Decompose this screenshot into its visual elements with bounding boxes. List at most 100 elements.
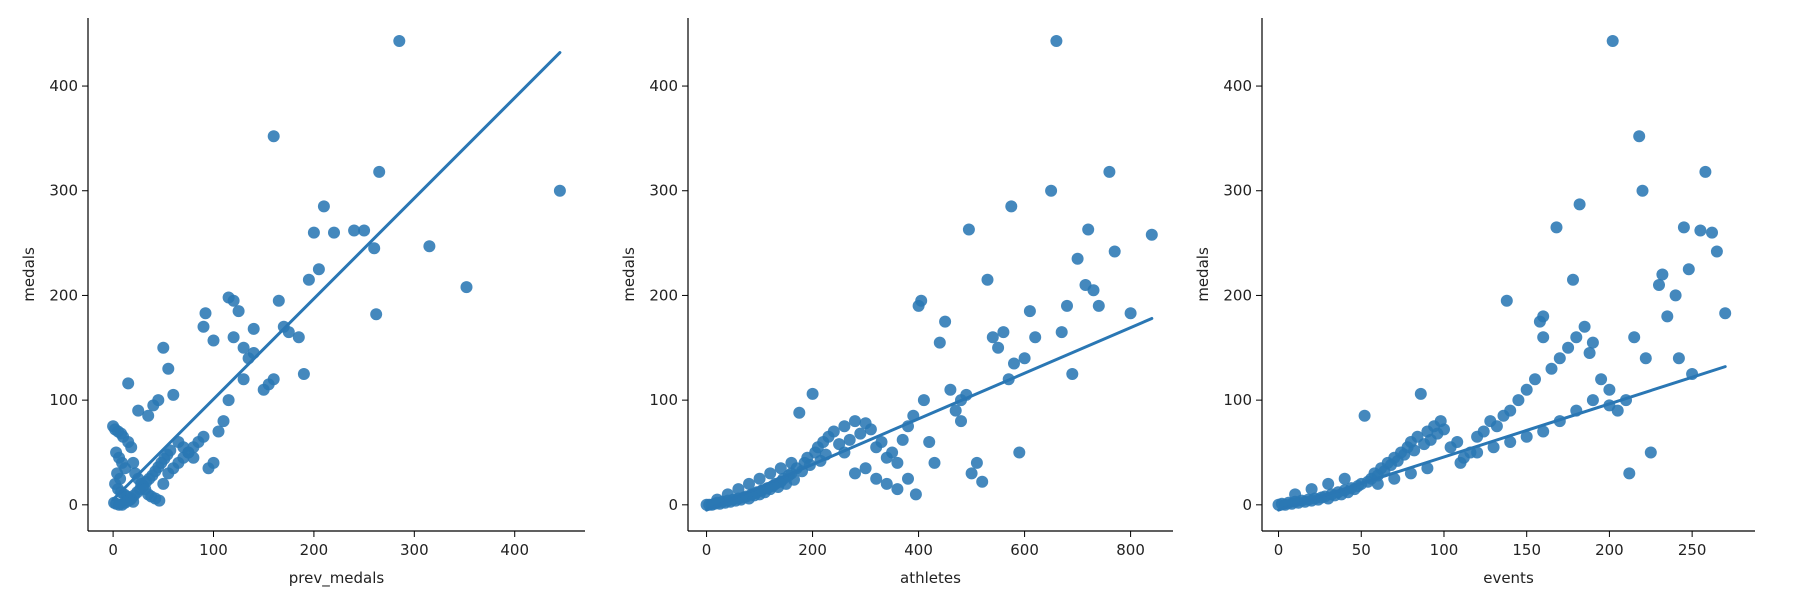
scatter-point	[1512, 394, 1525, 407]
scatter-point	[743, 477, 755, 490]
scatter-point	[122, 377, 135, 390]
scatter-point	[1438, 423, 1450, 436]
scatter-point	[212, 425, 225, 438]
scatter-points	[107, 35, 566, 511]
scatter-point	[153, 494, 166, 507]
scatter-point	[222, 394, 235, 407]
scatter-point	[1583, 347, 1596, 359]
scatter-point	[167, 388, 180, 401]
scatter-point	[328, 226, 340, 239]
scatter-point	[923, 436, 936, 448]
scatter-point	[785, 456, 798, 469]
scatter-point	[1669, 289, 1682, 302]
scatter-point	[962, 223, 975, 236]
x-axis-label: athletes	[900, 569, 961, 587]
scatter-point	[886, 446, 899, 459]
scatter-point	[237, 341, 250, 354]
scatter-point	[1606, 35, 1619, 47]
y-tick-label: 100	[1223, 391, 1252, 409]
scatter-point	[217, 415, 230, 428]
scatter-point	[986, 331, 999, 344]
x-tick-label: 800	[1116, 541, 1145, 559]
scatter-point	[1562, 341, 1575, 354]
scatter-point	[1537, 425, 1550, 438]
scatter-point	[1586, 336, 1599, 349]
scatter-point	[1404, 467, 1417, 480]
scatter-point	[827, 425, 840, 438]
scatter-point	[1710, 245, 1723, 258]
scatter-point	[1414, 387, 1427, 400]
scatter-point	[849, 415, 861, 428]
scatter-point	[152, 394, 165, 407]
scatter-point	[1050, 35, 1063, 47]
scatter-point	[1603, 383, 1616, 396]
scatter-point	[1490, 420, 1503, 433]
scatter-point	[142, 409, 155, 422]
scatter-point	[207, 334, 220, 347]
scatter-point	[1018, 352, 1031, 365]
scatter-point	[312, 263, 325, 276]
scatter-point	[393, 35, 406, 47]
scatter-point	[460, 281, 473, 294]
scatter-point	[970, 456, 983, 469]
scatter-point	[1451, 436, 1464, 448]
x-tick-label: 150	[1512, 541, 1541, 559]
y-tick-label: 400	[649, 77, 678, 95]
scatter-point	[1682, 263, 1695, 276]
scatter-point	[1071, 252, 1084, 265]
scatter-point	[915, 294, 928, 307]
regression-line	[111, 51, 562, 502]
scatter-point	[292, 331, 305, 344]
x-tick-label: 400	[500, 541, 529, 559]
scatter-point	[162, 362, 175, 375]
scatter-point	[207, 456, 220, 469]
scatter-point	[272, 294, 285, 307]
scatter-point	[939, 315, 952, 328]
x-tick-label: 50	[1352, 541, 1371, 559]
y-tick-label: 200	[649, 286, 678, 304]
scatter-point	[1672, 352, 1685, 365]
y-axis-label: medals	[20, 247, 38, 302]
x-tick-label: 0	[108, 541, 118, 559]
scatter-point	[232, 305, 245, 318]
scatter-point	[944, 383, 957, 396]
y-tick-label: 300	[49, 182, 78, 200]
y-tick-label: 400	[49, 77, 78, 95]
scatter-point	[1008, 357, 1020, 370]
scatter-point	[1289, 488, 1302, 501]
scatter-point	[1570, 331, 1583, 344]
scatter-panel-athletes: 0 200 400 600 800 0 100 200 300 400 athletes medals	[620, 18, 1173, 587]
scatter-point	[1421, 462, 1434, 475]
regression-line	[705, 316, 1154, 512]
scatter-point	[227, 331, 240, 344]
x-axis-label: prev_medals	[289, 569, 385, 588]
scatter-point	[132, 404, 145, 417]
y-tick-label: 400	[1223, 77, 1252, 95]
scatter-point	[267, 130, 280, 143]
scatter-point	[1055, 326, 1068, 339]
scatter-point	[1500, 294, 1513, 307]
scatter-point	[127, 456, 140, 469]
scatter-point	[1639, 352, 1652, 365]
scatter-point	[373, 165, 386, 178]
scatter-point	[902, 472, 914, 485]
scatter-panel-prev-medals: 0 100 200 300 400 0 100 200 300 400 prev_medals med…	[20, 18, 585, 588]
scatter-point	[1471, 446, 1484, 459]
scatter-point	[1082, 223, 1095, 236]
scatter-point	[976, 475, 989, 488]
scatter-point	[1545, 362, 1558, 375]
scatter-point	[774, 462, 787, 475]
x-tick-label: 0	[1274, 541, 1284, 559]
y-tick-label: 200	[49, 286, 78, 304]
scatter-point	[1537, 331, 1550, 344]
scatter-point	[1644, 446, 1657, 459]
scatter-point	[370, 308, 383, 321]
scatter-point	[1623, 467, 1636, 480]
x-tick-label: 250	[1678, 541, 1707, 559]
scatter-point	[1045, 184, 1058, 197]
scatter-point	[875, 436, 888, 448]
scatter-point	[753, 472, 766, 485]
scatter-point	[222, 291, 235, 304]
scatter-point	[237, 373, 250, 386]
